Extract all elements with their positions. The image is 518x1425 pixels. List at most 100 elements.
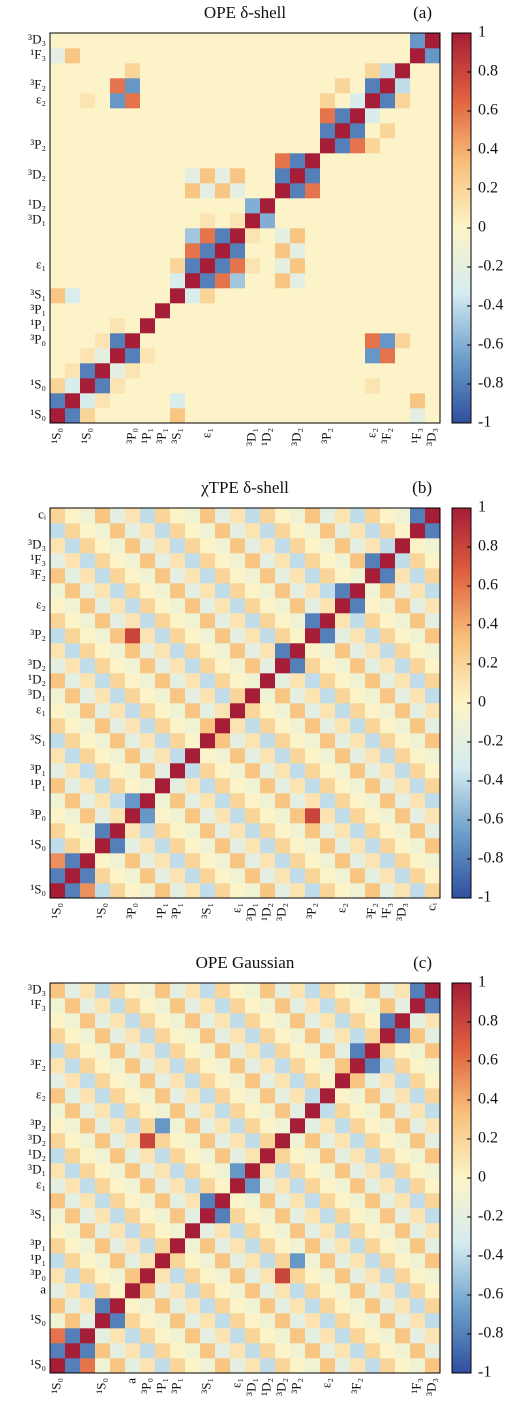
cell <box>185 1133 201 1149</box>
cell <box>275 48 291 64</box>
cell <box>320 688 336 704</box>
cell <box>125 983 141 999</box>
cell <box>185 1148 201 1164</box>
cell <box>80 78 96 94</box>
cell <box>305 318 321 334</box>
cell <box>350 853 366 869</box>
cell <box>350 598 366 614</box>
cell <box>365 703 381 719</box>
cell <box>275 508 291 524</box>
cell <box>95 273 111 289</box>
cell <box>140 1343 156 1359</box>
cell <box>260 1208 276 1224</box>
cell <box>245 583 261 599</box>
cell <box>320 538 336 554</box>
cell <box>260 378 276 394</box>
x-tick-label: a <box>123 1378 138 1384</box>
cell <box>215 1043 231 1059</box>
cell <box>395 318 411 334</box>
cell <box>230 598 246 614</box>
cell <box>290 823 306 839</box>
cell <box>290 333 306 349</box>
cell <box>215 1073 231 1089</box>
cell <box>410 1193 426 1209</box>
cell <box>380 583 396 599</box>
cell <box>290 48 306 64</box>
cell <box>380 1148 396 1164</box>
cell <box>65 1058 81 1074</box>
cell <box>320 348 336 364</box>
cell <box>245 333 261 349</box>
cell <box>95 1358 111 1374</box>
cell <box>275 408 291 424</box>
cell <box>275 1313 291 1329</box>
cell <box>230 1028 246 1044</box>
cell <box>170 393 186 409</box>
cell <box>185 748 201 764</box>
cell <box>65 1313 81 1329</box>
cell <box>110 183 126 199</box>
cell <box>80 333 96 349</box>
cell <box>305 348 321 364</box>
cell <box>260 983 276 999</box>
cell <box>125 508 141 524</box>
cell <box>380 763 396 779</box>
cell <box>275 1193 291 1209</box>
cell <box>50 63 66 79</box>
cell <box>110 508 126 524</box>
x-tick-label: ¹S₀ <box>48 1378 63 1394</box>
y-tick-label: ε₂ <box>36 1086 46 1101</box>
cell <box>200 123 216 139</box>
cell <box>320 1058 336 1074</box>
cell <box>395 78 411 94</box>
cell <box>125 1028 141 1044</box>
cell <box>320 228 336 244</box>
cell <box>290 273 306 289</box>
cell <box>260 838 276 854</box>
cell <box>95 348 111 364</box>
cell <box>230 1268 246 1284</box>
cell <box>425 168 441 184</box>
cell <box>380 1253 396 1269</box>
cell <box>125 853 141 869</box>
cell <box>365 363 381 379</box>
cell <box>230 1193 246 1209</box>
cell <box>95 853 111 869</box>
cell <box>215 1163 231 1179</box>
cell <box>215 228 231 244</box>
cell <box>170 673 186 689</box>
cell <box>410 1328 426 1344</box>
cell <box>110 763 126 779</box>
colorbar-tick-label: 0 <box>478 694 486 711</box>
cell <box>395 553 411 569</box>
cell <box>335 733 351 749</box>
cell <box>50 348 66 364</box>
cell <box>95 1103 111 1119</box>
cell <box>125 1148 141 1164</box>
cell <box>230 688 246 704</box>
cell <box>230 1103 246 1119</box>
cell <box>200 33 216 49</box>
cell <box>335 153 351 169</box>
cell <box>305 198 321 214</box>
cell <box>305 1238 321 1254</box>
cell <box>305 793 321 809</box>
cell <box>200 778 216 794</box>
cell <box>170 93 186 109</box>
cell <box>155 883 171 899</box>
cell <box>200 228 216 244</box>
cell <box>380 363 396 379</box>
cell <box>95 823 111 839</box>
cell <box>245 598 261 614</box>
cell <box>245 108 261 124</box>
cell <box>185 1298 201 1314</box>
cell <box>425 243 441 259</box>
cell <box>320 1268 336 1284</box>
cell <box>110 333 126 349</box>
cell <box>200 408 216 424</box>
cell <box>275 303 291 319</box>
cell <box>185 1283 201 1299</box>
cell <box>65 63 81 79</box>
cell <box>125 688 141 704</box>
cell <box>170 168 186 184</box>
